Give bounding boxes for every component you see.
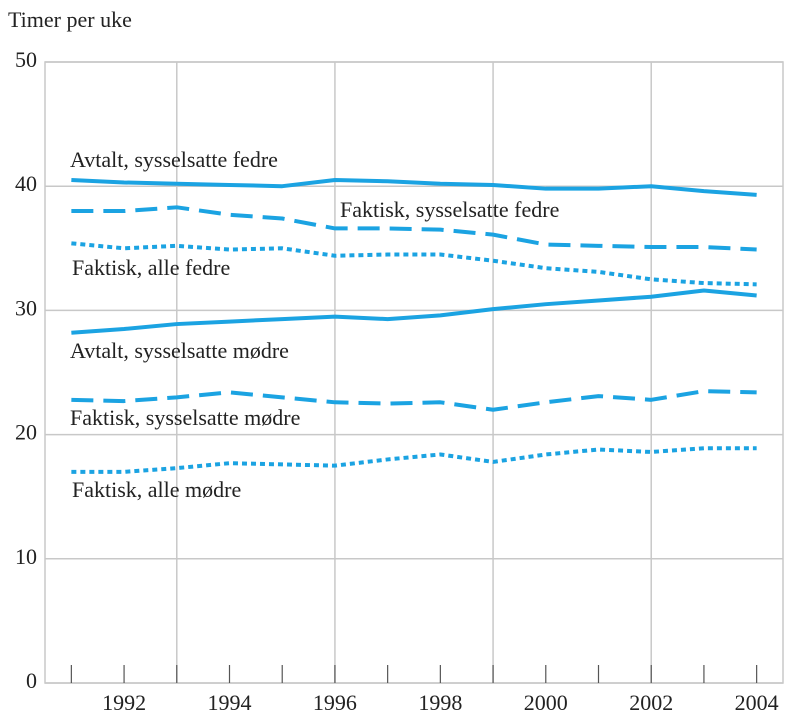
y-tick-label: 20 xyxy=(15,420,37,445)
y-tick-label: 10 xyxy=(15,544,37,569)
y-tick-label: 50 xyxy=(15,47,37,72)
series-line xyxy=(71,241,757,287)
series-line xyxy=(71,177,757,197)
series-label: Faktisk, sysselsatte mødre xyxy=(70,405,300,430)
series-label: Faktisk, alle mødre xyxy=(72,477,241,502)
y-axis-label: Timer per uke xyxy=(8,7,132,32)
y-tick-label: 0 xyxy=(26,668,37,693)
x-tick-label: 1992 xyxy=(102,690,146,715)
x-tick-label: 2004 xyxy=(735,690,779,715)
y-tick-label: 30 xyxy=(15,295,37,320)
x-tick-label: 2000 xyxy=(524,690,568,715)
x-tick-label: 1994 xyxy=(208,690,252,715)
series-label: Avtalt, sysselsatte mødre xyxy=(70,338,289,363)
series-line xyxy=(71,389,757,412)
x-tick-label: 2002 xyxy=(629,690,673,715)
y-tick-label: 40 xyxy=(15,171,37,196)
series-label: Faktisk, sysselsatte fedre xyxy=(340,197,559,222)
x-tick-label: 1998 xyxy=(418,690,462,715)
x-tick-label: 1996 xyxy=(313,690,357,715)
series-line xyxy=(71,446,757,474)
series-label: Faktisk, alle fedre xyxy=(72,255,230,280)
series-label: Avtalt, sysselsatte fedre xyxy=(70,147,278,172)
series-line xyxy=(71,288,757,335)
series-line xyxy=(71,205,757,252)
